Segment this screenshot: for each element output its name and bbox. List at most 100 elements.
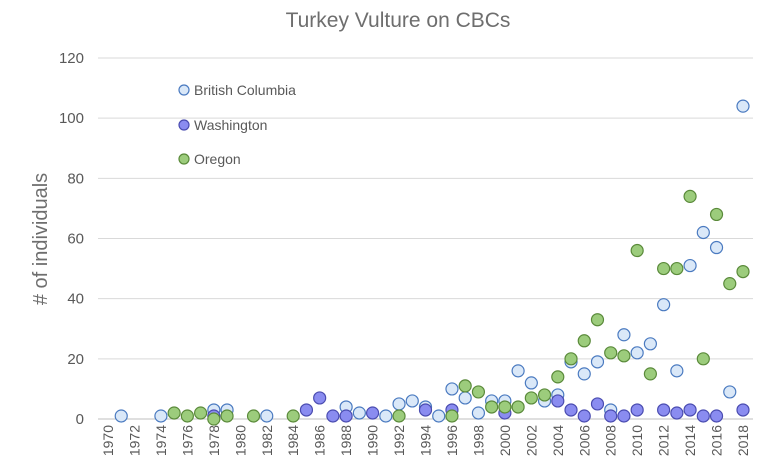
data-point [723,385,737,399]
data-point [709,207,724,222]
x-tick-label: 2014 [682,425,698,456]
y-tick-label: 20 [67,351,84,368]
x-tick-label: 1976 [179,425,195,456]
y-tick-label: 40 [67,291,84,308]
series-washington [207,391,750,423]
data-point [657,261,671,276]
x-tick-label: 1998 [470,425,486,456]
series-oregon [167,189,750,426]
data-point [617,409,631,423]
y-tick-label: 80 [67,170,84,187]
data-point [352,406,366,420]
data-point [458,391,472,405]
data-point [696,225,710,240]
data-point [630,346,644,360]
y-tick-label: 120 [59,50,84,67]
x-tick-label: 2004 [550,425,566,456]
data-point [114,409,128,423]
data-point [286,409,300,423]
data-point [432,409,446,423]
x-tick-label: 2000 [497,425,513,456]
x-tick-label: 1990 [365,425,381,456]
data-point [696,409,710,423]
data-point [418,403,433,417]
data-point [511,364,525,378]
data-point [524,376,538,390]
data-point [326,409,340,423]
data-point [577,334,591,348]
x-tick-label: 1986 [312,425,328,456]
data-point [207,412,221,426]
data-point [445,382,459,396]
data-point [154,409,168,423]
x-tick-label: 1984 [285,425,301,456]
legend-label: Oregon [194,151,241,167]
data-point [630,403,644,417]
data-point [167,406,181,420]
data-point [551,394,565,408]
data-point [736,99,750,113]
chart-title: Turkey Vulture on CBCs [286,9,511,32]
legend-label: British Columbia [194,82,296,98]
data-point [445,409,459,423]
data-point [683,403,697,417]
data-point [670,406,684,420]
data-point [723,277,737,291]
data-point [537,388,552,402]
x-tick-label: 1992 [391,425,407,456]
data-point [564,352,578,366]
data-point [524,391,538,405]
data-point [299,403,314,417]
data-point [485,400,499,414]
y-tick-label: 0 [76,411,84,428]
data-point [551,370,565,384]
x-tick-label: 1980 [232,425,248,456]
legend-marker [178,153,190,165]
data-point [736,403,750,417]
data-point [194,406,208,420]
data-point [471,385,486,399]
x-tick-label: 1982 [259,425,275,456]
x-tick-labels: 1970 1972 1974 1976 1978 1980 1982 1984 1986 1988… [100,425,751,456]
x-tick-label: 2006 [576,425,592,456]
data-point [604,346,618,360]
data-point [696,352,710,366]
data-point [220,409,234,423]
x-tick-label: 2002 [523,425,539,456]
data-points [114,99,750,426]
data-point [392,397,406,411]
y-axis-label: # of individuals [30,173,52,305]
data-point [511,400,525,414]
legend: British Columbia Washington Oregon [178,82,296,167]
y-tick-label: 100 [59,110,84,127]
x-tick-label: 1988 [338,425,354,456]
data-point [683,258,697,273]
data-point [471,406,486,420]
data-point [180,409,194,423]
x-tick-label: 1996 [444,425,460,456]
data-point [657,403,671,417]
x-tick-label: 1978 [206,425,222,456]
data-point [604,409,618,423]
x-tick-label: 1970 [100,425,116,456]
data-point [392,409,406,423]
series-british-columbia [114,99,750,423]
data-point [670,364,684,378]
data-point [630,243,644,258]
data-point [577,367,591,381]
x-tick-label: 2012 [656,425,672,456]
x-tick-label: 2018 [735,425,751,456]
data-point [590,313,605,327]
data-point [709,240,724,255]
data-point [670,261,684,276]
x-tick-label: 1974 [153,425,169,456]
data-point [260,409,274,423]
data-point [736,264,750,279]
data-point [657,298,671,312]
data-point [643,337,657,351]
x-tick-label: 2008 [603,425,619,456]
data-point [709,409,724,423]
data-point [405,394,419,408]
